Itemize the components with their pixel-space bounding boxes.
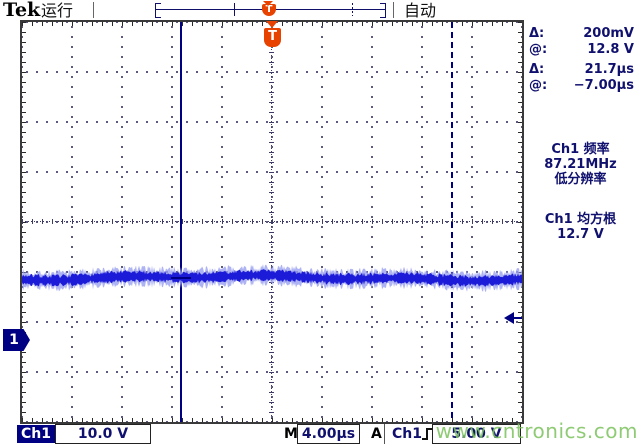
cursor-at-v-row: @: 12.8 V: [524, 42, 637, 58]
trigger-marker-arrow-icon: [266, 21, 278, 28]
topbar-divider-2: [393, 2, 394, 18]
delta-t-value: 21.7µs: [584, 62, 634, 77]
cursor-delta-v-row: Δ: 200mV: [524, 26, 637, 42]
measurement-rms: Ch1 均方根 12.7 V: [524, 212, 637, 242]
measurement-frequency: Ch1 频率 87.21MHz 低分辨率: [524, 142, 637, 187]
statusbar-divider: [384, 424, 385, 444]
record-view-left-bracket: [155, 3, 161, 18]
acquisition-status: 运行: [41, 1, 74, 20]
delta-label-2: Δ:: [529, 62, 545, 77]
measurement-rms-value: 12.7 V: [557, 227, 604, 242]
record-view-cursor2-tick: [352, 3, 353, 16]
measurement-frequency-title: Ch1 频率: [551, 142, 610, 157]
timebase-per-div[interactable]: 4.00µs: [297, 424, 360, 444]
ch1-badge[interactable]: Ch1: [17, 425, 55, 443]
at-v-value: 12.8 V: [587, 42, 634, 57]
cursor-delta-t-row: Δ: 21.7µs: [524, 62, 637, 78]
trigger-level-value: 5.00 V: [451, 426, 502, 442]
timebase-per-div-value: 4.00µs: [301, 426, 356, 442]
trigger-level-arrow-icon[interactable]: [504, 312, 522, 324]
delta-label: Δ:: [529, 26, 545, 41]
ch1-ground-marker[interactable]: 1: [3, 329, 30, 351]
at-label: @:: [529, 42, 548, 57]
center-horizontal-axis-ticks: [22, 219, 522, 224]
time-cursor-1[interactable]: [180, 22, 182, 422]
rising-edge-icon: [422, 428, 434, 440]
at-label-2: @:: [529, 78, 548, 93]
cursor-time-readout: Δ: 21.7µs @: −7.00µs: [524, 62, 637, 94]
trigger-position-label: T: [265, 4, 273, 15]
ch1-waveform: [22, 264, 522, 292]
main-timebase-label: M: [284, 426, 298, 442]
trigger-position-icon: T: [262, 1, 276, 16]
measurement-frequency-value: 87.21MHz: [544, 157, 617, 172]
trigger-marker-icon[interactable]: T: [264, 28, 281, 47]
delta-v-value: 200mV: [583, 26, 634, 41]
at-t-value: −7.00µs: [573, 78, 634, 93]
trigger-a-label: A: [371, 426, 382, 442]
time-cursor-2[interactable]: [451, 22, 453, 422]
topbar-divider: [93, 2, 94, 18]
ch1-volts-per-div[interactable]: 10.0 V: [55, 424, 151, 444]
trigger-mode-label: 自动: [404, 1, 437, 20]
trigger-arrow-icon: [263, 1, 273, 6]
trigger-level-arrow-stem: [513, 317, 522, 319]
ch1-ground-marker-label: 1: [9, 332, 19, 348]
cursor-at-t-row: @: −7.00µs: [524, 78, 637, 94]
cursor1-crossing-tick: [171, 277, 191, 279]
record-view-right-bracket: [380, 3, 386, 18]
graticule: [20, 20, 524, 424]
trigger-level-arrow-head: [504, 312, 514, 324]
record-view-cursor1-tick: [234, 3, 235, 16]
measurement-frequency-note: 低分辨率: [554, 172, 607, 187]
trigger-source-label: Ch1: [392, 426, 422, 442]
ch1-badge-label: Ch1: [21, 426, 51, 442]
measurement-rms-title: Ch1 均方根: [544, 212, 617, 227]
ch1-volts-per-div-value: 10.0 V: [77, 426, 129, 442]
brand-logo: Tek: [3, 0, 41, 21]
watermark: www.cntronics.com: [435, 419, 638, 443]
cursor-voltage-readout: Δ: 200mV @: 12.8 V: [524, 26, 637, 58]
trigger-marker-label: T: [268, 29, 277, 44]
